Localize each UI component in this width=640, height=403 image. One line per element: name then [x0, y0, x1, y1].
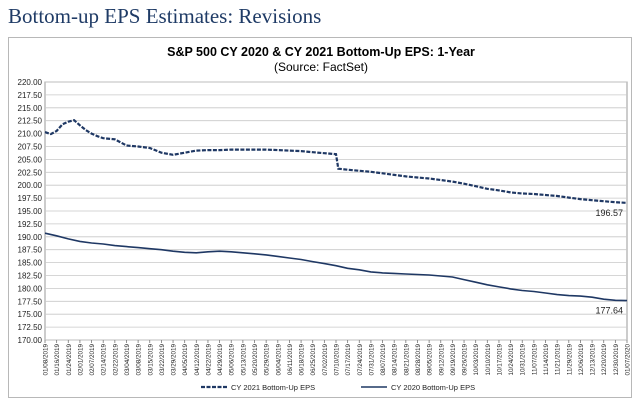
- end-value-label: 177.64: [595, 306, 623, 316]
- x-tick-label: 03/15/2019: [147, 344, 154, 376]
- y-tick-label: 177.50: [18, 297, 43, 306]
- y-tick-label: 170.00: [18, 336, 43, 345]
- x-tick-label: 04/05/2019: [182, 344, 189, 376]
- series-line-cy2020: [44, 232, 628, 302]
- x-tick-label: 10/31/2019: [520, 344, 527, 376]
- x-tick-label: 10/17/2019: [496, 344, 503, 376]
- y-tick-label: 197.50: [18, 194, 43, 203]
- y-tick-label: 187.50: [18, 246, 43, 255]
- y-tick-label: 195.00: [18, 207, 43, 216]
- x-tick-label: 10/24/2019: [508, 344, 515, 376]
- x-tick-label: 07/24/2019: [357, 344, 364, 376]
- x-tick-label: 12/30/2019: [613, 344, 620, 376]
- x-tick-label: 05/20/2019: [252, 344, 259, 376]
- x-tick-label: 04/22/2019: [205, 344, 212, 376]
- x-tick-label: 12/20/2019: [601, 344, 608, 376]
- chart-frame: S&P 500 CY 2020 & CY 2021 Bottom-Up EPS:…: [8, 37, 632, 398]
- x-tick-label: 05/29/2019: [264, 344, 271, 376]
- legend-label: CY 2021 Bottom-Up EPS: [231, 383, 315, 392]
- y-tick-label: 175.00: [18, 310, 43, 319]
- x-tick-label: 07/31/2019: [368, 344, 375, 376]
- x-tick-label: 03/04/2019: [124, 344, 131, 376]
- x-tick-label: 07/02/2019: [322, 344, 329, 376]
- x-tick-label: 06/18/2019: [299, 344, 306, 376]
- y-tick-label: 217.50: [18, 91, 43, 100]
- x-tick-label: 04/12/2019: [194, 344, 201, 376]
- x-tick-label: 06/25/2019: [310, 344, 317, 376]
- chart-plot: 220.00 217.50 215.00 212.50 210.00 207.50 205.…: [18, 78, 632, 392]
- y-tick-label: 182.50: [18, 272, 43, 281]
- x-tick-label: 10/10/2019: [485, 344, 492, 376]
- x-tick-label: 09/19/2019: [450, 344, 457, 376]
- x-tick-label: 06/11/2019: [287, 344, 294, 376]
- y-tick-label: 215.00: [18, 104, 43, 113]
- x-tick-label: 11/21/2019: [555, 344, 562, 376]
- x-tick-label: 08/28/2019: [415, 344, 422, 376]
- x-tick-label: 11/29/2019: [566, 344, 573, 376]
- x-tick-label: 08/07/2019: [380, 344, 387, 376]
- y-tick-label: 220.00: [18, 78, 43, 87]
- x-tick-label: 11/14/2019: [543, 344, 550, 376]
- end-value-label: 196.57: [595, 208, 623, 218]
- x-tick-label: 01/08/2019: [43, 344, 50, 376]
- x-tick-label: 02/07/2019: [89, 344, 96, 376]
- x-tick-label: 06/04/2019: [275, 344, 282, 376]
- x-tick-label: 09/26/2019: [462, 344, 469, 376]
- x-tick-label: 12/06/2019: [578, 344, 585, 376]
- y-tick-label: 192.50: [18, 220, 43, 229]
- x-tick-label: 07/17/2019: [345, 344, 352, 376]
- x-tick-label: 02/01/2019: [77, 344, 84, 376]
- y-tick-label: 200.00: [18, 181, 43, 190]
- x-tick-label: 09/12/2019: [438, 344, 445, 376]
- x-tick-label: 01/07/2020: [625, 344, 632, 376]
- x-tick-label: 03/08/2019: [136, 344, 143, 376]
- y-tick-label: 190.00: [18, 233, 43, 242]
- chart-title: S&P 500 CY 2020 & CY 2021 Bottom-Up EPS:…: [167, 45, 475, 59]
- x-tick-label: 02/22/2019: [112, 344, 119, 376]
- x-tick-label: 05/06/2019: [229, 344, 236, 376]
- x-tick-label: 03/22/2019: [159, 344, 166, 376]
- y-tick-label: 180.00: [18, 284, 43, 293]
- legend-label: CY 2020 Bottom-Up EPS: [391, 383, 475, 392]
- slide-title: Bottom-up EPS Estimates: Revisions: [8, 4, 322, 28]
- x-tick-label: 04/29/2019: [217, 344, 224, 376]
- x-tick-label: 02/14/2019: [101, 344, 108, 376]
- y-tick-label: 185.00: [18, 259, 43, 268]
- x-tick-label: 11/07/2019: [531, 344, 538, 376]
- x-tick-label: 12/13/2019: [590, 344, 597, 376]
- x-tick-label: 05/13/2019: [240, 344, 247, 376]
- x-tick-label: 01/16/2019: [54, 344, 61, 376]
- y-tick-label: 212.50: [18, 117, 43, 126]
- y-tick-label: 205.00: [18, 155, 43, 164]
- x-tick-label: 09/05/2019: [427, 344, 434, 376]
- y-tick-label: 172.50: [18, 323, 43, 332]
- y-tick-label: 202.50: [18, 168, 43, 177]
- x-tick-label: 10/03/2019: [473, 344, 480, 376]
- x-tick-label: 03/29/2019: [171, 344, 178, 376]
- x-tick-label: 01/24/2019: [66, 344, 73, 376]
- chart-subtitle: (Source: FactSet): [273, 60, 369, 74]
- x-tick-label: 08/21/2019: [403, 344, 410, 376]
- y-tick-label: 210.00: [18, 130, 43, 139]
- x-tick-label: 07/10/2019: [334, 344, 341, 376]
- series-line-cy2021: [44, 118, 628, 204]
- x-tick-label: 08/14/2019: [392, 344, 399, 376]
- y-tick-label: 207.50: [18, 143, 43, 152]
